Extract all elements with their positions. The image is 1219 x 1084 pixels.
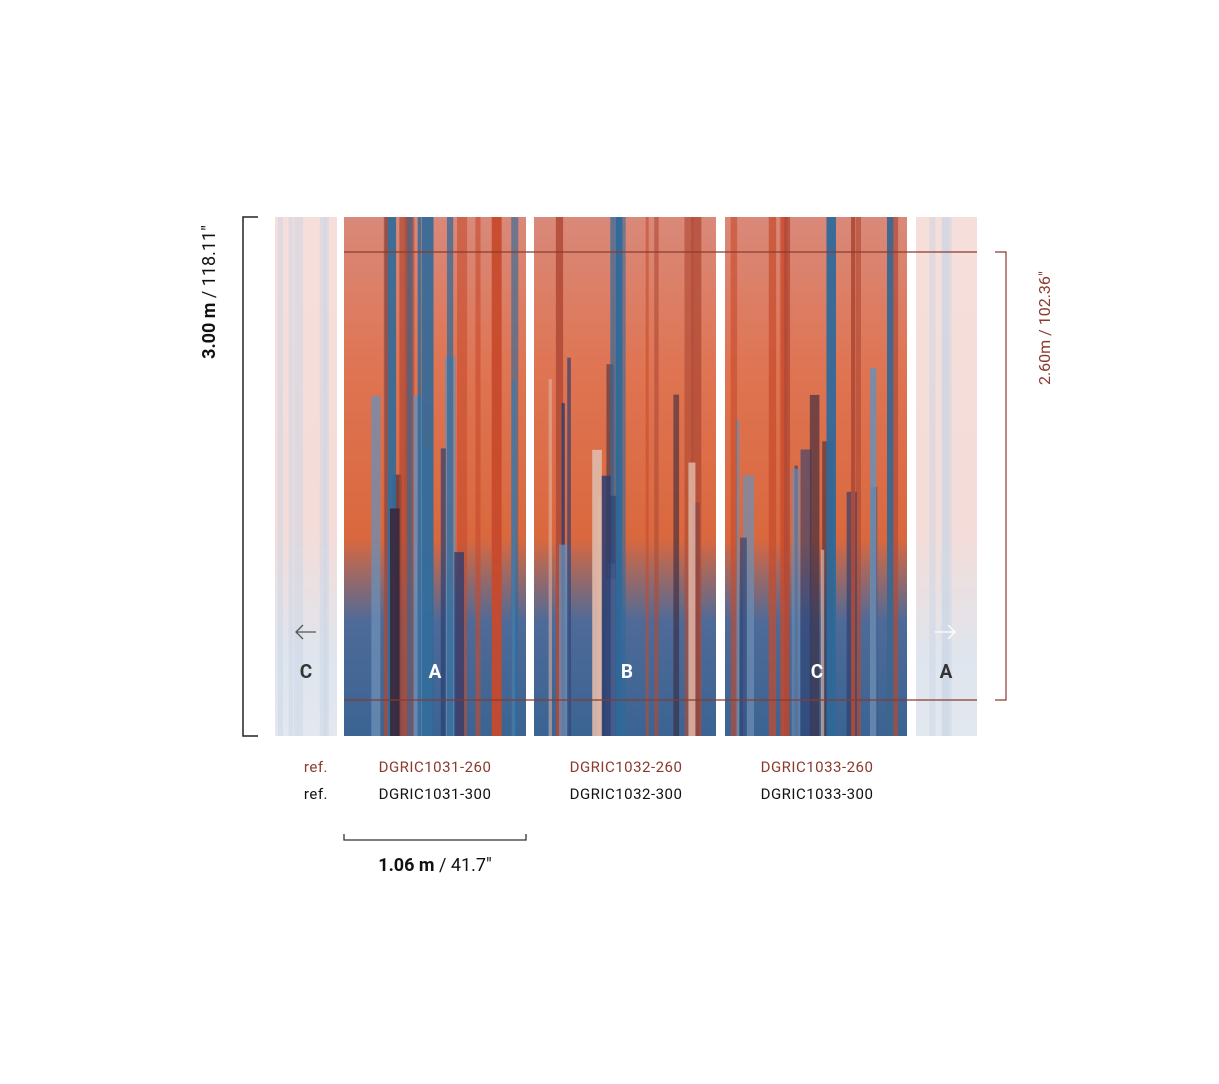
stripe	[277, 217, 283, 736]
stripe	[384, 217, 397, 736]
stripe	[371, 395, 381, 736]
stripe	[947, 217, 952, 736]
stripe	[691, 217, 702, 736]
stripe	[742, 475, 755, 736]
stripe	[820, 549, 825, 736]
stripe	[389, 508, 400, 736]
stripe	[929, 217, 936, 736]
panel-letter: B	[621, 660, 633, 683]
stripe	[406, 217, 413, 736]
stripe	[616, 217, 623, 736]
stripe	[294, 217, 303, 736]
stripe	[735, 419, 740, 736]
ref-label: ref.	[304, 758, 328, 776]
height-bracket	[242, 216, 258, 737]
ref-code: DGRIC1031-260	[379, 758, 492, 776]
stripe	[417, 217, 422, 736]
panel-letter: A	[429, 660, 442, 683]
stripe	[609, 495, 620, 736]
panel-letter: C	[811, 660, 823, 683]
stripe	[740, 537, 747, 736]
stripe	[673, 394, 680, 736]
stripe	[399, 217, 411, 736]
stripe	[851, 217, 856, 736]
stripe	[555, 217, 564, 736]
stripe	[511, 217, 519, 736]
width-label: 1.06 m / 41.7"	[378, 855, 492, 876]
ref-code: DGRIC1033-300	[761, 785, 874, 803]
ref-code: DGRIC1032-260	[570, 758, 683, 776]
width-metric: 1.06 m	[378, 855, 434, 876]
stripe	[826, 217, 836, 736]
stripe	[491, 217, 502, 736]
ref-code: DGRIC1032-300	[570, 785, 683, 803]
stripe	[809, 394, 820, 736]
arrow-right	[935, 624, 956, 640]
stripe	[855, 217, 861, 736]
ref-label: ref.	[304, 785, 328, 803]
stripe	[886, 217, 894, 736]
stripe	[610, 217, 619, 736]
stripe	[942, 217, 948, 736]
panel-letter: C	[300, 660, 312, 683]
stripe	[800, 449, 812, 736]
stripes	[277, 217, 952, 736]
stripe	[288, 217, 294, 736]
stripe	[475, 217, 481, 736]
stripe	[730, 217, 738, 736]
stripe	[383, 217, 389, 736]
ref-code: DGRIC1033-260	[761, 758, 874, 776]
print-bracket	[995, 251, 1007, 701]
stripe	[567, 357, 571, 736]
width-imperial: / 41.7"	[435, 855, 492, 876]
stripe	[457, 217, 468, 736]
stripe	[558, 544, 570, 736]
panel-letter: A	[940, 660, 953, 683]
stripe	[454, 552, 465, 736]
stripe	[768, 217, 777, 736]
stripe	[548, 379, 552, 736]
stripe	[319, 217, 327, 736]
stripe	[592, 449, 602, 736]
stripe	[784, 217, 791, 736]
print-height: 2.60m / 102.36"	[1035, 271, 1054, 385]
height-label: 3.00 m / 118.11"	[199, 225, 220, 359]
stripe	[440, 448, 446, 736]
stripe	[421, 217, 434, 736]
stripe	[654, 217, 659, 736]
stripe	[446, 217, 454, 736]
stripe	[791, 468, 801, 736]
arrow-left	[295, 624, 316, 640]
ref-code: DGRIC1031-300	[379, 785, 492, 803]
stripe	[869, 367, 877, 736]
stripe	[601, 475, 611, 736]
width-bracket	[343, 834, 527, 841]
height-metric: 3.00 m	[199, 303, 220, 359]
stripe	[645, 217, 649, 736]
stripe	[688, 462, 696, 736]
stripe	[597, 496, 603, 736]
stripe	[620, 217, 626, 736]
height-imperial: / 118.11"	[199, 225, 220, 302]
